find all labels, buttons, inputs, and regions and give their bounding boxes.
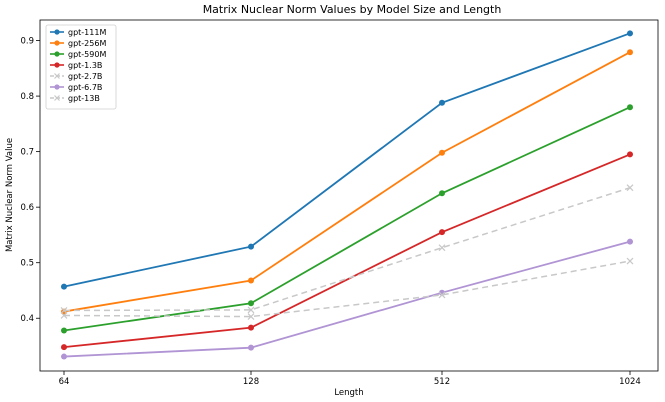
y-tick-label: 0.8 — [20, 92, 34, 102]
x-marker — [626, 257, 634, 265]
circle-marker — [54, 62, 60, 68]
circle-marker — [248, 344, 254, 351]
legend-item: gpt-2.7B — [50, 72, 102, 81]
y-tick-label: 0.6 — [20, 203, 34, 213]
x-marker — [247, 313, 255, 320]
circle-marker — [439, 149, 445, 156]
circle-marker — [54, 51, 60, 57]
x-marker — [54, 95, 60, 101]
y-tick-label: 0.5 — [20, 259, 34, 269]
series-layer — [60, 30, 634, 360]
circle-marker — [248, 243, 254, 250]
circle-marker — [54, 29, 60, 35]
x-tick-label: 128 — [243, 377, 259, 387]
legend-item: gpt-6.7B — [50, 83, 102, 92]
legend-items: gpt-111M gpt-256M gpt-590M gpt-1.3B gpt-2.7B… — [50, 28, 106, 103]
series-line — [63, 260, 631, 318]
x-marker — [438, 291, 446, 299]
y-axis-label: Matrix Nuclear Norm Value — [5, 138, 15, 252]
x-tick-label: 64 — [59, 377, 70, 387]
circle-marker — [54, 84, 60, 90]
series-line — [63, 240, 631, 358]
series-gpt-13B — [60, 257, 634, 320]
series-line — [63, 187, 631, 312]
y-tick-label: 0.4 — [20, 314, 34, 324]
series-gpt-111M — [61, 30, 633, 290]
legend-item: gpt-256M — [50, 39, 106, 48]
x-marker — [54, 73, 60, 79]
series-line — [63, 32, 631, 288]
x-axis: 64 128 512 1024 — [59, 371, 641, 387]
legend-item: gpt-13B — [50, 94, 100, 103]
circle-marker — [61, 327, 67, 334]
circle-marker — [439, 99, 445, 106]
circle-marker — [439, 190, 445, 197]
legend-label: gpt-2.7B — [68, 72, 102, 81]
series-gpt-6.7B — [61, 238, 633, 360]
circle-marker — [61, 344, 67, 351]
circle-marker — [627, 30, 633, 37]
legend-item: gpt-1.3B — [50, 61, 102, 70]
series-gpt-2.7B — [60, 184, 634, 314]
x-marker — [626, 184, 634, 192]
x-marker — [247, 306, 255, 314]
series-gpt-590M — [61, 104, 633, 334]
y-tick-label: 0.7 — [20, 148, 34, 158]
series-gpt-256M — [61, 49, 633, 315]
legend-label: gpt-13B — [68, 94, 100, 103]
legend-label: gpt-111M — [68, 28, 106, 37]
circle-marker — [61, 353, 67, 360]
legend-item: gpt-590M — [50, 50, 106, 59]
chart-title: Matrix Nuclear Norm Values by Model Size… — [203, 3, 502, 16]
x-marker — [60, 312, 68, 319]
series-gpt-1.3B — [61, 151, 633, 351]
circle-marker — [627, 104, 633, 111]
legend-label: gpt-1.3B — [68, 61, 102, 70]
series-line — [63, 106, 631, 332]
legend-label: gpt-6.7B — [68, 83, 102, 92]
circle-marker — [61, 283, 67, 290]
series-line — [63, 153, 631, 349]
x-marker — [60, 307, 68, 314]
x-tick-label: 512 — [434, 377, 450, 387]
circle-marker — [439, 229, 445, 236]
legend-item: gpt-111M — [50, 28, 106, 37]
circle-marker — [627, 151, 633, 158]
x-marker — [438, 244, 446, 252]
legend: gpt-111M gpt-256M gpt-590M gpt-1.3B gpt-2.7B… — [45, 24, 117, 110]
y-axis: 0.4 0.5 0.6 0.7 0.8 0.9 — [20, 37, 40, 324]
circle-marker — [54, 40, 60, 46]
circle-marker — [248, 324, 254, 331]
x-tick-label: 1024 — [619, 377, 641, 387]
x-axis-label: Length — [334, 388, 363, 398]
legend-label: gpt-256M — [68, 39, 106, 48]
circle-marker — [627, 238, 633, 245]
circle-marker — [627, 49, 633, 56]
circle-marker — [248, 277, 254, 284]
y-tick-label: 0.9 — [20, 37, 34, 47]
legend-label: gpt-590M — [68, 50, 106, 59]
circle-marker — [248, 300, 254, 307]
legend-frame — [45, 24, 117, 110]
series-line — [63, 51, 631, 313]
plot-area — [39, 19, 659, 372]
